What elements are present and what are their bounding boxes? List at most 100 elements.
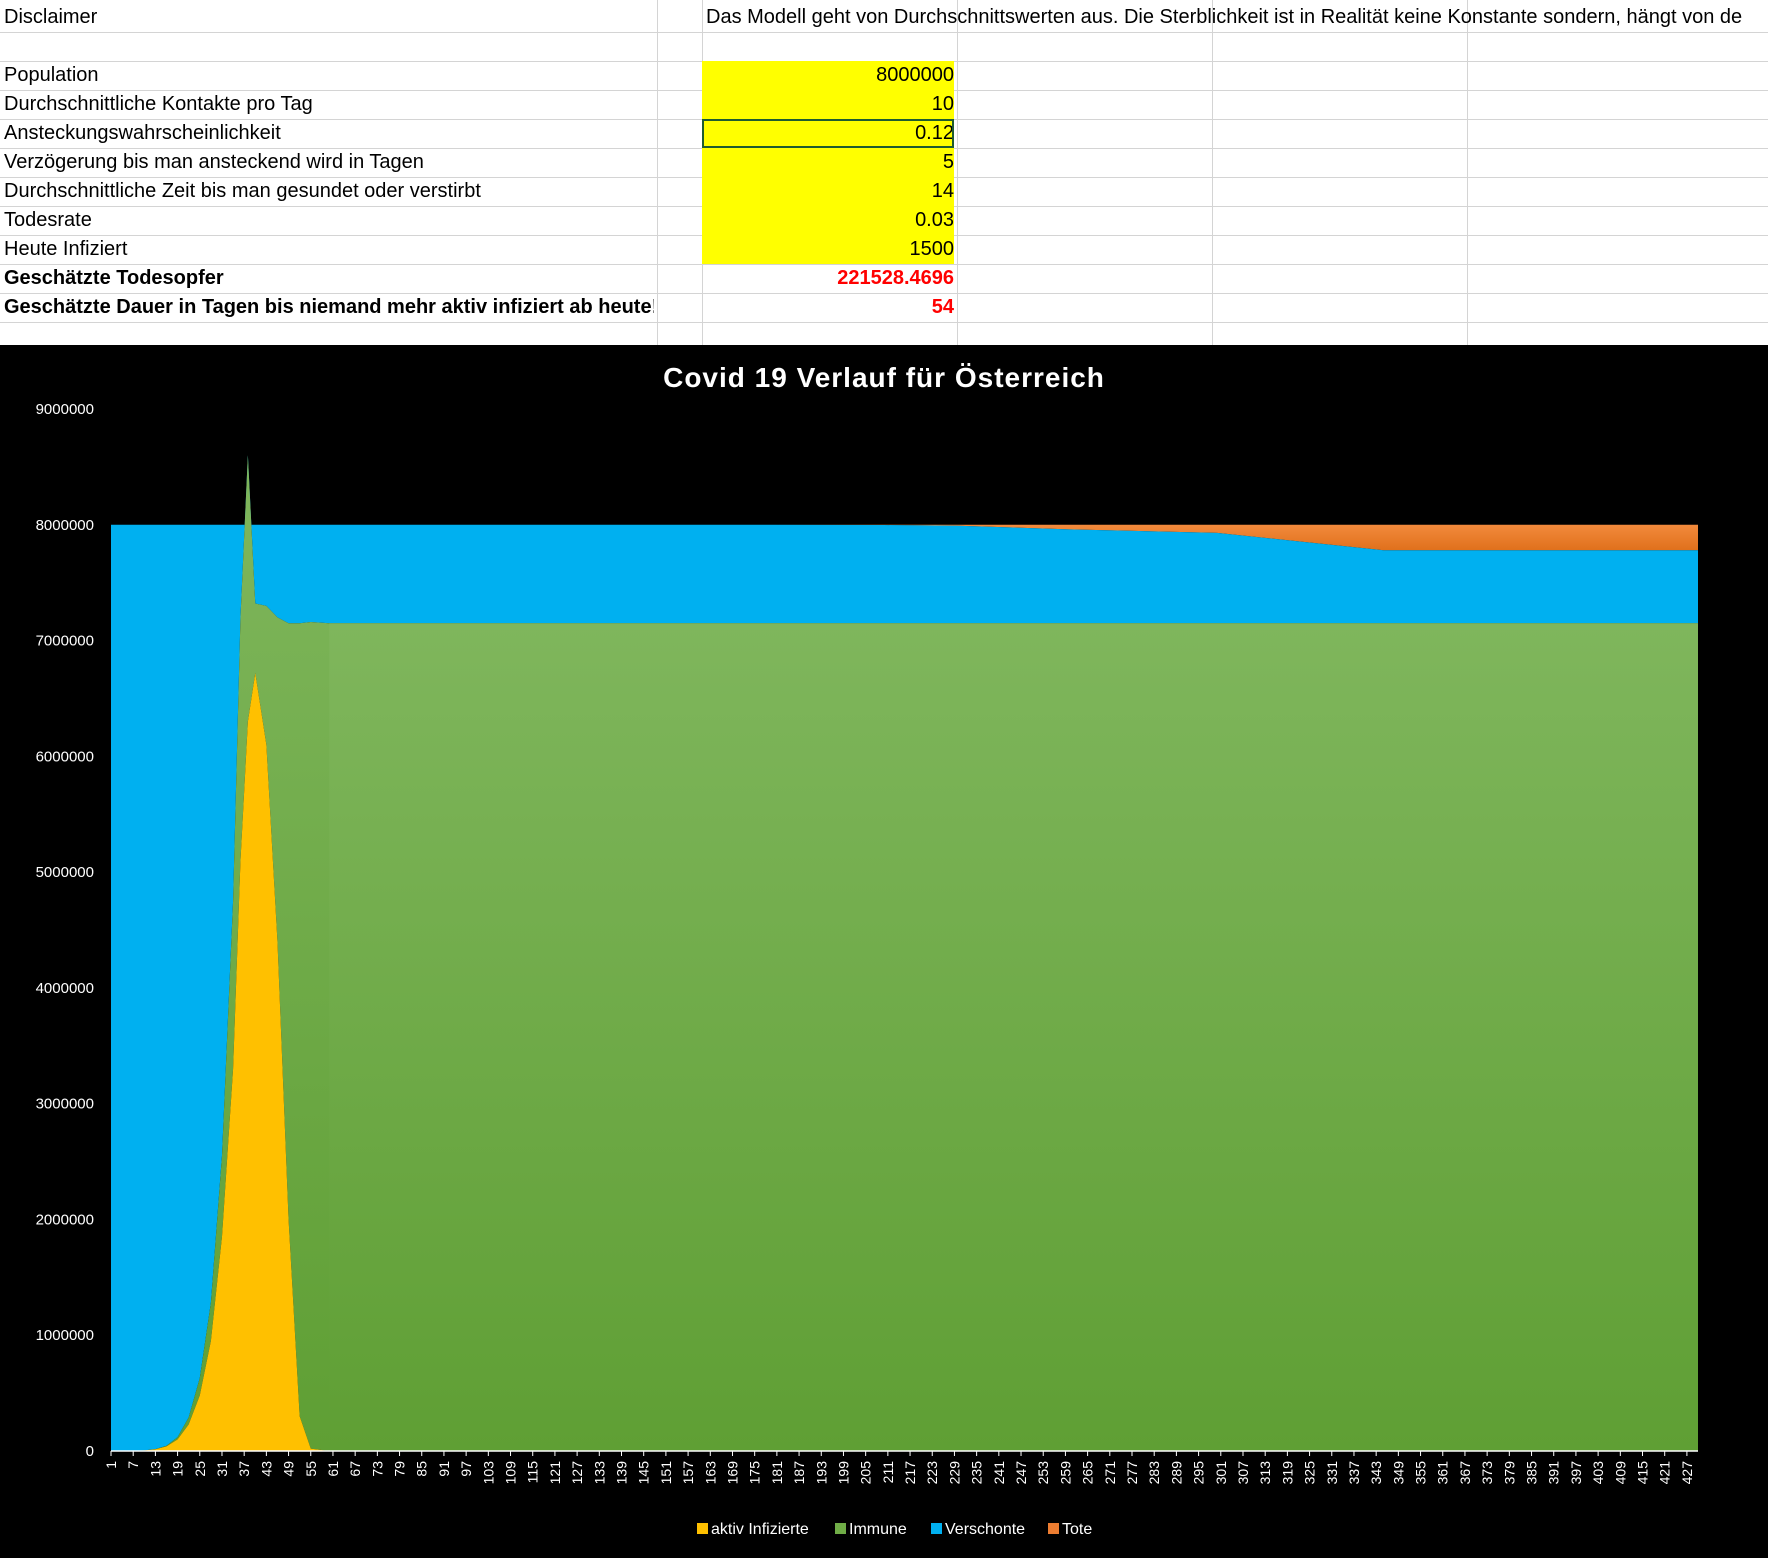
- x-tick-label: 103: [480, 1461, 496, 1485]
- legend-swatch: [697, 1523, 708, 1534]
- x-tick-label: 139: [614, 1461, 630, 1485]
- x-tick-label: 157: [680, 1461, 696, 1485]
- x-tick-label: 223: [924, 1461, 940, 1485]
- x-tick-label: 187: [791, 1461, 807, 1485]
- input-cell[interactable]: 14: [702, 177, 954, 206]
- y-tick-label: 1000000: [36, 1327, 94, 1344]
- x-tick-label: 7: [125, 1461, 141, 1469]
- x-tick-label: 343: [1368, 1461, 1384, 1485]
- x-tick-label: 115: [525, 1461, 541, 1484]
- x-tick-label: 283: [1146, 1461, 1162, 1485]
- sheet-row: [0, 32, 1768, 62]
- x-tick-label: 415: [1635, 1461, 1651, 1485]
- y-tick-label: 4000000: [36, 980, 94, 997]
- x-tick-label: 109: [503, 1461, 519, 1485]
- x-tick-label: 91: [436, 1461, 452, 1477]
- sheet-row: Durchschnittliche Zeit bis man gesundet …: [0, 177, 1768, 207]
- row-label[interactable]: [4, 32, 654, 61]
- series-area-tote: [111, 524, 1698, 551]
- y-tick-label: 5000000: [36, 864, 94, 881]
- x-tick-label: 169: [724, 1461, 740, 1485]
- x-tick-label: 73: [369, 1461, 385, 1477]
- x-tick-label: 97: [458, 1461, 474, 1477]
- x-tick-label: 235: [969, 1461, 985, 1485]
- y-tick-label: 8000000: [36, 517, 94, 534]
- x-tick-label: 247: [1013, 1461, 1029, 1485]
- x-tick-label: 145: [636, 1461, 652, 1485]
- input-cell[interactable]: 0.03: [702, 206, 954, 235]
- spreadsheet-area: Disclaimer Das Modell geht von Durchschni…: [0, 0, 1768, 345]
- x-tick-label: 307: [1235, 1461, 1251, 1485]
- legend-label: Immune: [849, 1521, 907, 1538]
- x-tick-label: 1: [103, 1461, 119, 1469]
- row-label[interactable]: Durchschnittliche Kontakte pro Tag: [4, 93, 313, 115]
- x-tick-label: 199: [835, 1461, 851, 1485]
- row-label[interactable]: Geschätzte Dauer in Tagen bis niemand me…: [4, 296, 654, 318]
- x-tick-label: 391: [1546, 1461, 1562, 1485]
- input-cell[interactable]: 1500: [702, 235, 954, 264]
- x-tick-label: 55: [303, 1461, 319, 1477]
- x-tick-label: 313: [1257, 1461, 1273, 1485]
- disclaimer-text[interactable]: Das Modell geht von Durchschnittswerten …: [706, 6, 1743, 28]
- input-cell[interactable]: 5: [702, 148, 954, 177]
- sheet-row: Population 8000000: [0, 61, 1768, 91]
- legend-swatch: [835, 1523, 846, 1534]
- x-tick-label: 379: [1501, 1461, 1517, 1485]
- series-area-immune-plateau: [329, 623, 1698, 1451]
- row-label[interactable]: Durchschnittliche Zeit bis man gesundet …: [4, 180, 481, 202]
- x-tick-label: 409: [1612, 1461, 1628, 1485]
- row-label[interactable]: Todesrate: [4, 209, 92, 231]
- y-tick-label: 7000000: [36, 633, 94, 650]
- x-tick-label: 355: [1413, 1461, 1429, 1485]
- result-cell[interactable]: 221528.4696: [837, 267, 954, 289]
- row-label[interactable]: Verzögerung bis man ansteckend wird in T…: [4, 151, 424, 173]
- x-tick-label: 211: [880, 1461, 896, 1484]
- row-label[interactable]: Population: [4, 64, 99, 86]
- row-label[interactable]: Disclaimer: [4, 6, 98, 28]
- input-cell[interactable]: 10: [702, 90, 954, 119]
- legend-label: aktiv Infizierte: [711, 1521, 809, 1538]
- grid-column-line: [657, 0, 658, 345]
- sheet-row: Heute Infiziert 1500: [0, 235, 1768, 265]
- y-tick-label: 3000000: [36, 1096, 94, 1113]
- input-cell[interactable]: 8000000: [702, 61, 954, 90]
- legend-swatch: [931, 1523, 942, 1534]
- x-tick-label: 163: [702, 1461, 718, 1485]
- x-tick-label: 421: [1657, 1461, 1673, 1485]
- series-area-verschonte: [111, 455, 1698, 1451]
- row-label[interactable]: Ansteckungswahrscheinlichkeit: [4, 122, 281, 144]
- input-cell[interactable]: [702, 32, 954, 61]
- x-tick-label: 253: [1035, 1461, 1051, 1485]
- chart-title: Covid 19 Verlauf für Österreich: [663, 362, 1105, 393]
- x-tick-label: 19: [170, 1461, 186, 1477]
- x-tick-label: 217: [902, 1461, 918, 1485]
- chart-area: Covid 19 Verlauf für Österreich 0 1000000 2…: [0, 345, 1768, 1558]
- x-tick-label: 31: [214, 1461, 230, 1477]
- y-tick-label: 0: [86, 1443, 94, 1460]
- y-tick-label: 2000000: [36, 1211, 94, 1228]
- grid-column-line: [957, 0, 958, 345]
- x-tick-label: 25: [192, 1461, 208, 1477]
- x-tick-label: 121: [547, 1461, 563, 1485]
- x-tick-label: 403: [1590, 1461, 1606, 1485]
- x-tick-label: 37: [236, 1461, 252, 1477]
- x-tick-label: 133: [591, 1461, 607, 1485]
- sheet-row: Disclaimer Das Modell geht von Durchschni…: [0, 3, 1768, 33]
- x-tick-label: 295: [1191, 1461, 1207, 1485]
- x-tick-label: 337: [1346, 1461, 1362, 1485]
- sheet-row: Geschätzte Todesopfer 221528.4696: [0, 264, 1768, 294]
- input-cell[interactable]: 0.12: [702, 119, 954, 148]
- grid-column-line: [1212, 0, 1213, 345]
- x-tick-label: 367: [1457, 1461, 1473, 1485]
- x-tick-label: 349: [1390, 1461, 1406, 1485]
- legend-label: Verschonte: [945, 1521, 1025, 1538]
- result-cell[interactable]: 54: [931, 296, 954, 318]
- x-tick-label: 271: [1102, 1461, 1118, 1485]
- row-label[interactable]: Heute Infiziert: [4, 238, 128, 260]
- x-tick-label: 13: [147, 1461, 163, 1477]
- x-tick-label: 181: [769, 1461, 785, 1485]
- row-label[interactable]: Geschätzte Todesopfer: [4, 267, 224, 289]
- x-tick-label: 325: [1302, 1461, 1318, 1485]
- x-tick-label: 361: [1435, 1461, 1451, 1485]
- x-tick-label: 85: [414, 1461, 430, 1477]
